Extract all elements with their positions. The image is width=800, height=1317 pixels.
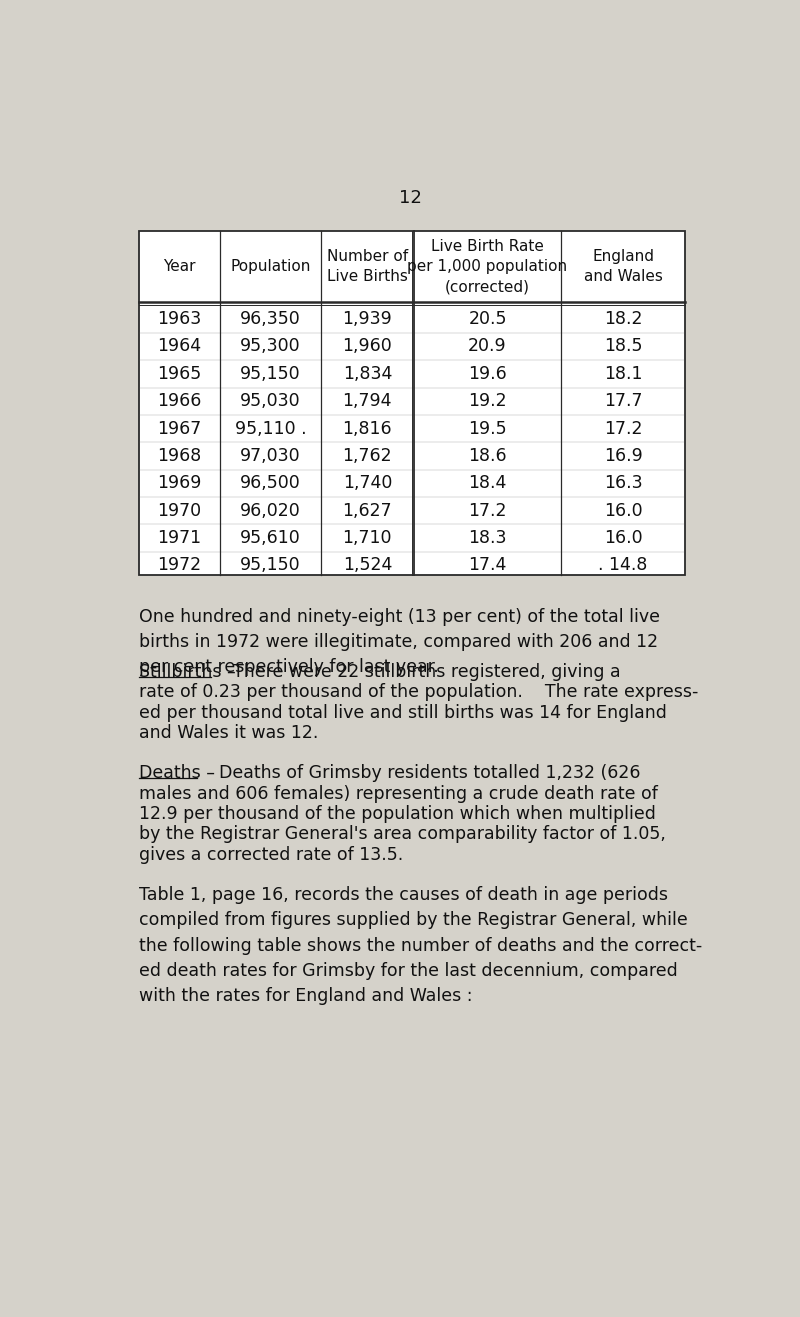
Text: 1,627: 1,627: [342, 502, 392, 519]
Text: 95,030: 95,030: [240, 392, 301, 410]
Text: . 14.8: . 14.8: [598, 556, 648, 574]
Text: 1968: 1968: [158, 446, 202, 465]
Text: There were 22 stillbirths registered, giving a: There were 22 stillbirths registered, gi…: [211, 664, 621, 681]
Text: 19.6: 19.6: [468, 365, 507, 383]
Text: 17.2: 17.2: [604, 420, 642, 437]
Text: 16.9: 16.9: [604, 446, 642, 465]
Text: 17.7: 17.7: [604, 392, 642, 410]
Text: Deaths –: Deaths –: [138, 764, 214, 782]
Text: Live Birth Rate
per 1,000 population
(corrected): Live Birth Rate per 1,000 population (co…: [407, 238, 567, 295]
Text: 96,020: 96,020: [240, 502, 301, 519]
Text: Number of
Live Births: Number of Live Births: [327, 249, 408, 284]
Text: ed per thousand total live and still births was 14 for England: ed per thousand total live and still bir…: [138, 703, 666, 722]
Text: Deaths of Grimsby residents totalled 1,232 (626: Deaths of Grimsby residents totalled 1,2…: [197, 764, 640, 782]
Text: 1,762: 1,762: [342, 446, 392, 465]
Text: 1963: 1963: [158, 311, 202, 328]
Text: 1,524: 1,524: [342, 556, 392, 574]
Text: 1,939: 1,939: [342, 311, 392, 328]
Text: 12.9 per thousand of the population which when multiplied: 12.9 per thousand of the population whic…: [138, 805, 656, 823]
Text: 96,500: 96,500: [240, 474, 301, 493]
Text: 18.5: 18.5: [604, 337, 642, 356]
Text: 19.5: 19.5: [468, 420, 507, 437]
Text: 1965: 1965: [158, 365, 202, 383]
Text: 95,150: 95,150: [240, 365, 301, 383]
Text: 20.9: 20.9: [468, 337, 507, 356]
Text: 18.3: 18.3: [468, 529, 506, 547]
Text: 1972: 1972: [158, 556, 202, 574]
Text: 18.2: 18.2: [604, 311, 642, 328]
Text: 17.4: 17.4: [468, 556, 506, 574]
Text: and Wales it was 12.: and Wales it was 12.: [138, 724, 318, 741]
Text: 18.1: 18.1: [604, 365, 642, 383]
Text: 1,834: 1,834: [342, 365, 392, 383]
Text: gives a corrected rate of 13.5.: gives a corrected rate of 13.5.: [138, 846, 403, 864]
Text: 95,150: 95,150: [240, 556, 301, 574]
Text: England
and Wales: England and Wales: [584, 249, 662, 284]
Text: 1964: 1964: [158, 337, 202, 356]
Text: by the Registrar General's area comparability factor of 1.05,: by the Registrar General's area comparab…: [138, 826, 666, 843]
Text: 97,030: 97,030: [240, 446, 301, 465]
Text: 17.2: 17.2: [468, 502, 506, 519]
Text: 95,610: 95,610: [240, 529, 301, 547]
Text: 20.5: 20.5: [468, 311, 506, 328]
Text: 1970: 1970: [158, 502, 202, 519]
Text: 1,710: 1,710: [342, 529, 392, 547]
Text: 1,794: 1,794: [342, 392, 392, 410]
Text: Population: Population: [230, 259, 310, 274]
Text: 96,350: 96,350: [240, 311, 301, 328]
Text: males and 606 females) representing a crude death rate of: males and 606 females) representing a cr…: [138, 785, 658, 803]
Bar: [138, 232, 685, 576]
Text: 95,300: 95,300: [240, 337, 301, 356]
Text: 16.0: 16.0: [604, 529, 642, 547]
Text: 1966: 1966: [158, 392, 202, 410]
Text: 1967: 1967: [158, 420, 202, 437]
Text: Stillbirths –: Stillbirths –: [138, 664, 235, 681]
Text: One hundred and ninety-eight (13 per cent) of the total live
births in 1972 were: One hundred and ninety-eight (13 per cen…: [138, 607, 660, 677]
Text: 1,740: 1,740: [342, 474, 392, 493]
Text: rate of 0.23 per thousand of the population.    The rate express-: rate of 0.23 per thousand of the populat…: [138, 684, 698, 702]
Text: 1,816: 1,816: [342, 420, 392, 437]
Text: 18.4: 18.4: [468, 474, 506, 493]
Text: 1971: 1971: [158, 529, 202, 547]
Text: 95,110 .: 95,110 .: [234, 420, 306, 437]
Text: 19.2: 19.2: [468, 392, 507, 410]
Text: 12: 12: [398, 188, 422, 207]
Text: Year: Year: [163, 259, 196, 274]
Text: 16.3: 16.3: [604, 474, 642, 493]
Text: Table 1, page 16, records the causes of death in age periods
compiled from figur: Table 1, page 16, records the causes of …: [138, 886, 702, 1005]
Text: 18.6: 18.6: [468, 446, 507, 465]
Text: 1,960: 1,960: [342, 337, 392, 356]
Text: 16.0: 16.0: [604, 502, 642, 519]
Text: 1969: 1969: [158, 474, 202, 493]
